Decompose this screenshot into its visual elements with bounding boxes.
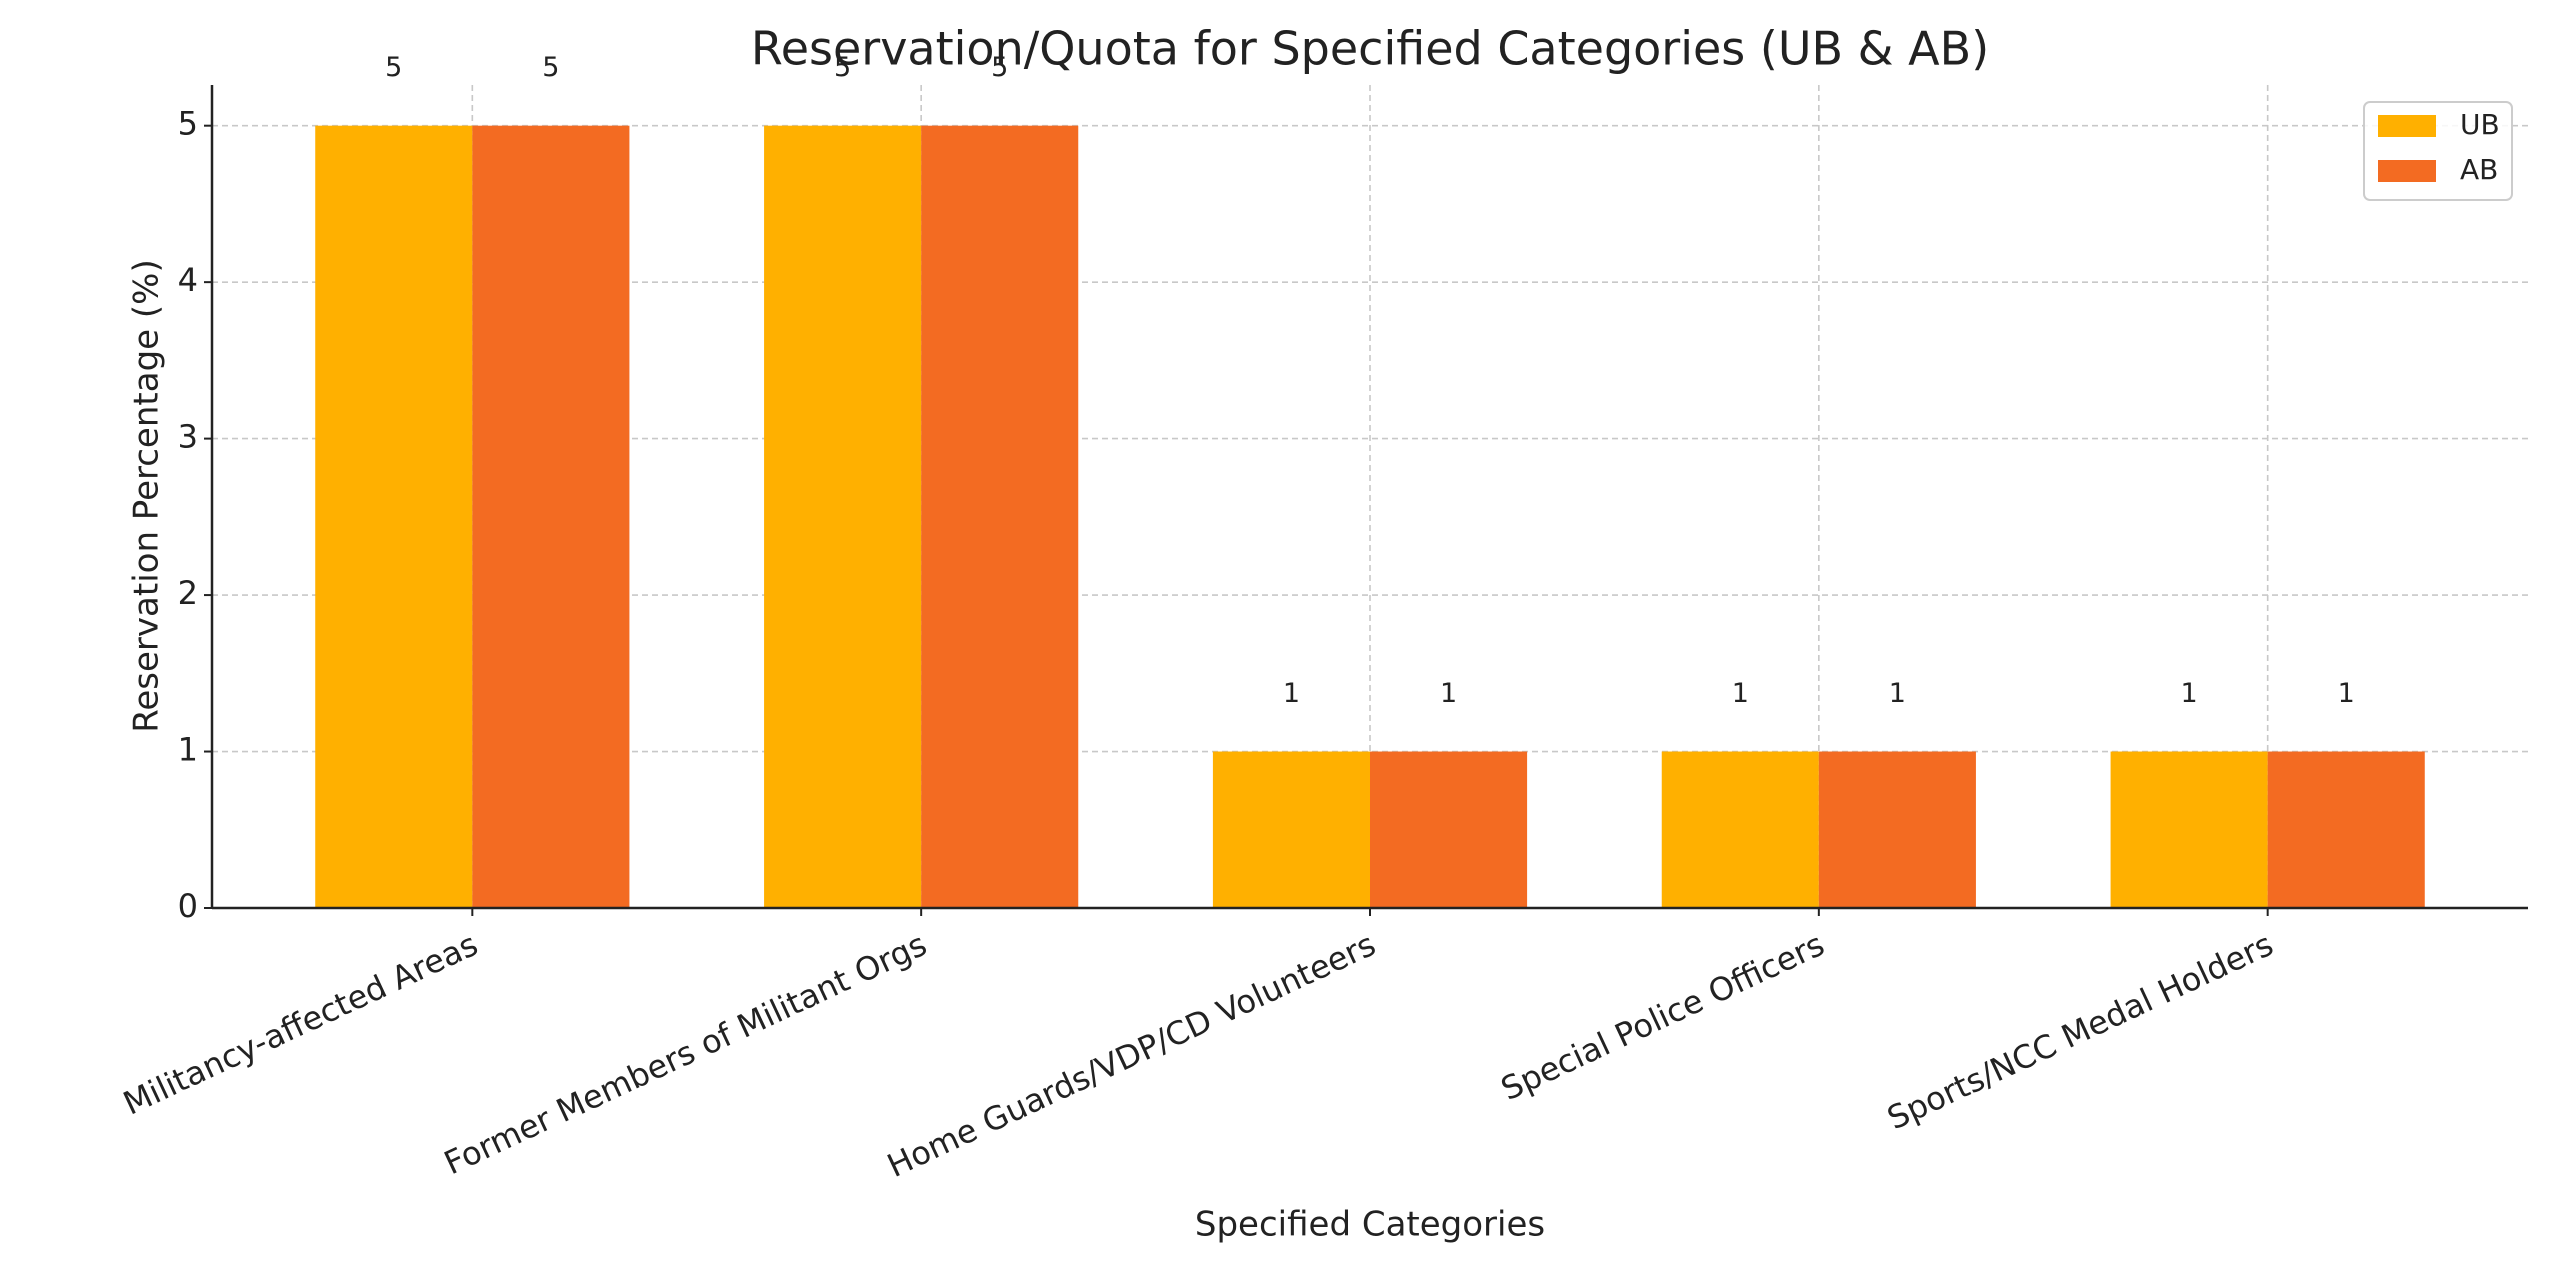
x-tick-label: Former Members of Militant Orgs <box>438 925 932 1182</box>
bar <box>2267 751 2425 908</box>
bar <box>1818 751 1976 908</box>
y-tick-label: 2 <box>178 574 198 612</box>
y-tick-label: 1 <box>178 731 198 769</box>
bar <box>2110 751 2268 908</box>
bar <box>1212 751 1370 908</box>
value-label: 1 <box>2338 678 2355 709</box>
bar <box>1370 751 1528 908</box>
value-label: 5 <box>991 52 1008 83</box>
x-tick-label: Sports/NCC Medal Holders <box>1881 925 2278 1137</box>
value-label: 5 <box>385 52 402 83</box>
y-tick-label: 4 <box>178 261 198 299</box>
legend-label: UB <box>2460 108 2500 141</box>
bar <box>921 125 1079 909</box>
legend-swatch <box>2378 160 2436 182</box>
value-label: 1 <box>1440 678 1457 709</box>
value-label: 1 <box>1732 678 1749 709</box>
x-tick-label: Special Police Officers <box>1495 925 1830 1108</box>
bar <box>472 125 630 909</box>
y-tick-label: 0 <box>178 887 198 925</box>
x-axis-label: Specified Categories <box>1195 1205 1545 1245</box>
legend: UB AB <box>2363 101 2513 201</box>
value-label: 1 <box>1283 678 1300 709</box>
chart-title: Reservation/Quota for Specified Categori… <box>751 22 1989 76</box>
x-tick-label: Home Guards/VDP/CD Volunteers <box>881 925 1381 1185</box>
legend-swatch <box>2378 115 2436 137</box>
value-label: 1 <box>1889 678 1906 709</box>
y-axis-label: Reservation Percentage (%) <box>127 259 167 732</box>
value-label: 5 <box>542 52 559 83</box>
value-label: 1 <box>2181 678 2198 709</box>
bar <box>764 125 922 909</box>
x-tick-label: Militancy-affected Areas <box>117 925 483 1123</box>
value-label: 5 <box>834 52 851 83</box>
bar <box>1661 751 1819 908</box>
y-tick-label: 5 <box>178 105 198 143</box>
legend-label: AB <box>2460 153 2498 186</box>
y-tick-label: 3 <box>178 418 198 456</box>
bar <box>315 125 473 909</box>
